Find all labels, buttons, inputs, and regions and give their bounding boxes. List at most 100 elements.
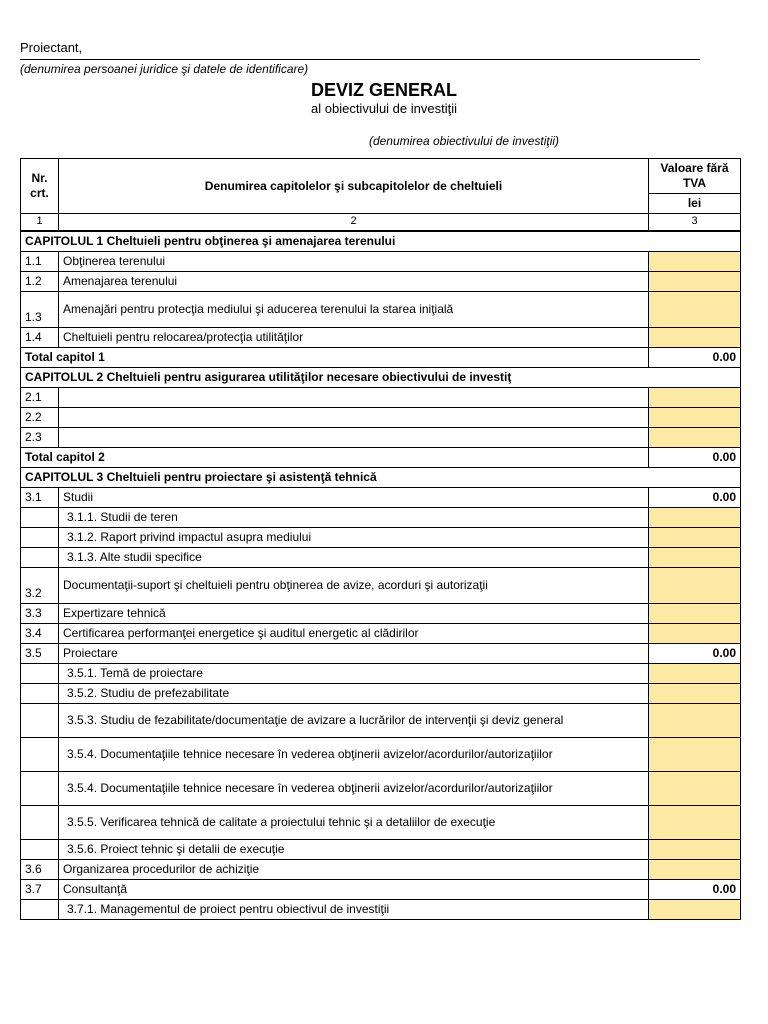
table-row: 2.2 (21, 407, 741, 427)
table-row: 3.6Organizarea procedurilor de achiziţie (21, 859, 741, 879)
row-nr (21, 839, 59, 859)
table-row: 3.1.1. Studii de teren (21, 507, 741, 527)
table-row: 1.3Amenajări pentru protecţia mediului ş… (21, 291, 741, 327)
row-nr: 3.5 (21, 643, 59, 663)
row-value (649, 291, 741, 327)
ident-line: (denumirea persoanei juridice şi datele … (20, 62, 748, 76)
row-desc: Cheltuieli pentru relocarea/protecţia ut… (59, 327, 649, 347)
row-value (649, 603, 741, 623)
row-nr (21, 547, 59, 567)
table-row: 3.1.3. Alte studii specifice (21, 547, 741, 567)
chapter-cell: CAPITOLUL 2 Cheltuieli pentru asigurarea… (21, 367, 741, 387)
row-value (649, 859, 741, 879)
row-desc (59, 387, 649, 407)
row-desc: 3.5.3. Studiu de fezabilitate/documentaţ… (59, 703, 649, 737)
table-row: 1.1Obţinerea terenului (21, 251, 741, 271)
table-row: 3.1.2. Raport privind impactul asupra me… (21, 527, 741, 547)
table-row: CAPITOLUL 3 Cheltuieli pentru proiectare… (21, 467, 741, 487)
proiectant-label: Proiectant, (20, 40, 748, 55)
col-header-nr: Nr. crt. (21, 159, 59, 214)
table-row: Total capitol 20.00 (21, 447, 741, 467)
row-nr: 3.6 (21, 859, 59, 879)
row-nr: 1.3 (21, 291, 59, 327)
row-desc: Obţinerea terenului (59, 251, 649, 271)
col-header-val: Valoare fără TVA (649, 159, 741, 194)
doc-subtitle: al obiectivului de investiţii (20, 101, 748, 116)
row-value (649, 407, 741, 427)
row-value (649, 899, 741, 919)
row-value (649, 805, 741, 839)
object-line: (denumirea obiectivului de investiţii) (20, 134, 748, 148)
header-block: Proiectant, (denumirea persoanei juridic… (20, 40, 748, 148)
row-desc: 3.1.1. Studii de teren (59, 507, 649, 527)
row-value (649, 623, 741, 643)
row-desc: 3.5.2. Studiu de prefezabilitate (59, 683, 649, 703)
row-value (649, 547, 741, 567)
table-row: Total capitol 10.00 (21, 347, 741, 367)
col-header-desc: Denumirea capitolelor şi subcapitolelor … (59, 159, 649, 214)
row-desc (59, 407, 649, 427)
row-nr: 2.1 (21, 387, 59, 407)
table-row: 3.5.6. Proiect tehnic şi detalii de exec… (21, 839, 741, 859)
row-desc: Organizarea procedurilor de achiziţie (59, 859, 649, 879)
table-row: 1.4Cheltuieli pentru relocarea/protecţia… (21, 327, 741, 347)
table-row: CAPITOLUL 2 Cheltuieli pentru asigurarea… (21, 367, 741, 387)
row-desc: Documentaţii-suport şi cheltuieli pentru… (59, 567, 649, 603)
row-value (649, 683, 741, 703)
table-row: CAPITOLUL 1 Cheltuieli pentru obţinerea … (21, 231, 741, 252)
row-value (649, 251, 741, 271)
table-row: 3.7Consultanţă0.00 (21, 879, 741, 899)
deviz-table: Nr. crt. Denumirea capitolelor şi subcap… (20, 158, 741, 920)
row-desc: 3.5.4. Documentaţiile tehnice necesare î… (59, 737, 649, 771)
row-value (649, 327, 741, 347)
row-value (649, 527, 741, 547)
row-desc: 3.7.1. Managementul de proiect pentru ob… (59, 899, 649, 919)
row-value: 0.00 (649, 879, 741, 899)
row-value (649, 427, 741, 447)
row-value: 0.00 (649, 487, 741, 507)
row-nr: 1.2 (21, 271, 59, 291)
table-row: 3.5.4. Documentaţiile tehnice necesare î… (21, 771, 741, 805)
col-num-2: 2 (59, 214, 649, 231)
row-nr (21, 899, 59, 919)
row-desc: 3.1.3. Alte studii specifice (59, 547, 649, 567)
row-value (649, 271, 741, 291)
col-header-unit: lei (649, 194, 741, 214)
row-nr (21, 737, 59, 771)
row-desc: Expertizare tehnică (59, 603, 649, 623)
row-nr: 3.4 (21, 623, 59, 643)
table-row: 3.5.1. Temă de proiectare (21, 663, 741, 683)
doc-title: DEVIZ GENERAL (20, 80, 748, 101)
row-nr (21, 683, 59, 703)
table-row: 1.2Amenajarea terenului (21, 271, 741, 291)
total-label: Total capitol 1 (21, 347, 649, 367)
row-value (649, 663, 741, 683)
row-desc: 3.1.2. Raport privind impactul asupra me… (59, 527, 649, 547)
table-row: 3.5.4. Documentaţiile tehnice necesare î… (21, 737, 741, 771)
row-nr: 2.2 (21, 407, 59, 427)
row-desc: Certificarea performanţei energetice şi … (59, 623, 649, 643)
table-row: 3.7.1. Managementul de proiect pentru ob… (21, 899, 741, 919)
row-nr (21, 663, 59, 683)
chapter-cell: CAPITOLUL 1 Cheltuieli pentru obţinerea … (21, 231, 741, 252)
divider (20, 59, 700, 60)
row-value (649, 737, 741, 771)
row-desc: 3.5.4. Documentaţiile tehnice necesare î… (59, 771, 649, 805)
row-nr: 1.1 (21, 251, 59, 271)
row-desc: Amenajări pentru protecţia mediului şi a… (59, 291, 649, 327)
row-value (649, 567, 741, 603)
row-value (649, 703, 741, 737)
table-body: CAPITOLUL 1 Cheltuieli pentru obţinerea … (21, 231, 741, 920)
row-nr (21, 703, 59, 737)
row-nr: 3.7 (21, 879, 59, 899)
row-desc: Consultanţă (59, 879, 649, 899)
table-row: 3.2Documentaţii-suport şi cheltuieli pen… (21, 567, 741, 603)
row-nr: 2.3 (21, 427, 59, 447)
chapter-cell: CAPITOLUL 3 Cheltuieli pentru proiectare… (21, 467, 741, 487)
table-row: 2.1 (21, 387, 741, 407)
table-row: 3.4Certificarea performanţei energetice … (21, 623, 741, 643)
total-value: 0.00 (649, 447, 741, 467)
total-value: 0.00 (649, 347, 741, 367)
row-value (649, 387, 741, 407)
table-row: 3.5Proiectare0.00 (21, 643, 741, 663)
